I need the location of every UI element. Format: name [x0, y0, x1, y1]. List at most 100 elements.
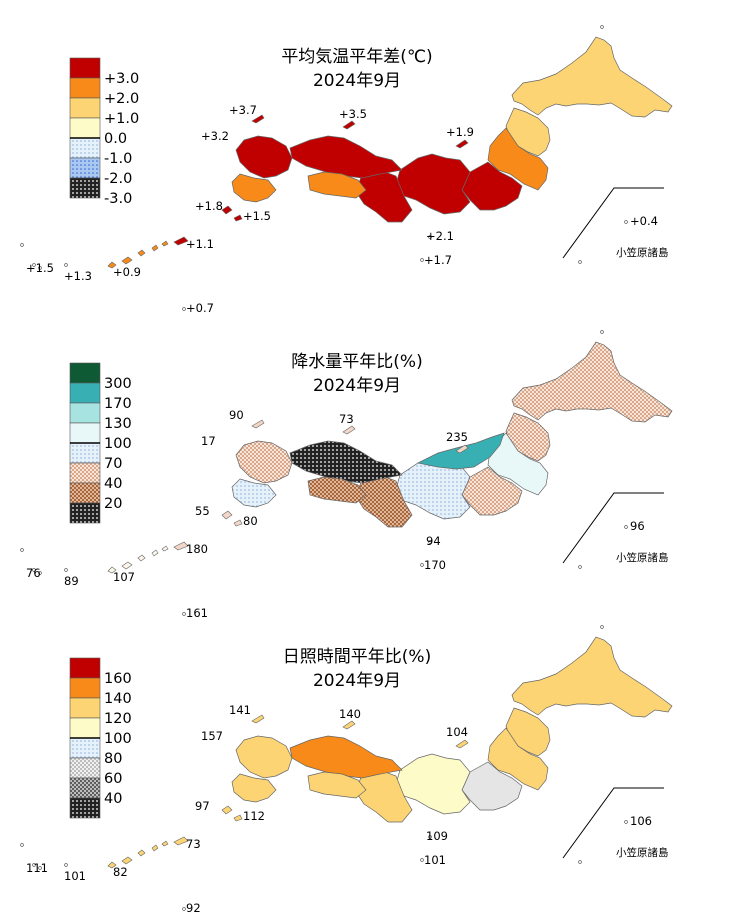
- small-island-dot: [600, 625, 604, 629]
- legend-swatch: [69, 442, 101, 464]
- legend-swatch: [69, 482, 101, 504]
- temperature-panel: 平均気温平年差(℃) 2024年9月 +3.0 +2.0 +1.0 0.0 -1.0 -2.0…: [20, 25, 673, 315]
- legend-label: 170: [104, 396, 132, 412]
- station-value: 101: [424, 853, 446, 867]
- station-value: 111: [26, 861, 48, 875]
- region-chugoku: [289, 735, 403, 779]
- station-value: +1.8: [195, 199, 223, 213]
- panel-title: 降水量平年比(%): [291, 352, 422, 372]
- legend-swatch: [69, 117, 101, 139]
- ogasawara-inset: 小笠原諸島: [562, 187, 669, 259]
- small-island-dot: [64, 568, 68, 572]
- station-value: 141: [229, 703, 251, 717]
- station-value: 109: [426, 829, 448, 843]
- legend-label: 70: [104, 456, 122, 472]
- small-island-dot: [578, 565, 582, 569]
- small-island-dot: [600, 25, 604, 29]
- station-value: +0.9: [113, 265, 141, 279]
- station-value: 73: [339, 412, 354, 426]
- station-value: +3.7: [229, 103, 257, 117]
- station-value: +1.9: [446, 125, 474, 139]
- legend-swatch: [69, 97, 101, 119]
- station-value: 101: [64, 869, 86, 883]
- legend-swatch: [69, 717, 101, 739]
- legend-swatch: [69, 137, 101, 159]
- island-label: 小笠原諸島: [616, 551, 669, 564]
- small-island-dot: [420, 258, 424, 262]
- small-island-dot: [64, 263, 68, 267]
- minor-island: [455, 444, 469, 454]
- small-island-dot: [428, 835, 432, 839]
- station-value: 90: [229, 408, 244, 422]
- legend-swatch: [69, 697, 101, 719]
- legend: 300 170 130 100 70 40 20: [69, 362, 132, 524]
- legend-swatch: [69, 177, 101, 199]
- minor-island: [342, 425, 356, 435]
- small-island-dot: [420, 563, 424, 567]
- station-values: 141 140 157 104 97 112 73 111 101 82 92 109 101 106: [26, 703, 652, 915]
- minor-island: [221, 805, 233, 815]
- region-hokkaido: [511, 341, 673, 423]
- legend-swatch: [69, 57, 101, 79]
- small-island-dot: [428, 540, 432, 544]
- small-island-dot: [182, 907, 186, 911]
- minor-island: [221, 510, 233, 520]
- small-island-dot: [32, 568, 36, 572]
- legend-label: 100: [104, 436, 132, 452]
- station-value: +2.1: [426, 229, 454, 243]
- legend: 160 140 120 100 80 60 40: [69, 657, 132, 819]
- minor-island: [173, 236, 189, 246]
- minor-island: [233, 519, 243, 527]
- station-value: 92: [186, 901, 201, 915]
- legend: +3.0 +2.0 +1.0 0.0 -1.0 -2.0 -3.0: [69, 57, 139, 207]
- legend-swatch: [69, 157, 101, 179]
- station-value: 106: [630, 814, 652, 828]
- legend-label: -2.0: [104, 171, 132, 187]
- okinawa-islands: [107, 545, 169, 574]
- region-kyushu: [235, 135, 293, 179]
- small-island-dot: [624, 220, 628, 224]
- minor-island: [342, 720, 356, 730]
- okinawa-islands: [107, 240, 169, 269]
- region-kyushu: [235, 735, 293, 779]
- legend-swatch: [69, 462, 101, 484]
- station-value: 55: [195, 504, 210, 518]
- panel-title: 日照時間平年比(%): [283, 647, 431, 667]
- legend-label: 0.0: [104, 131, 127, 147]
- region-chugoku: [289, 135, 403, 179]
- legend-swatch: [69, 77, 101, 99]
- station-values: +3.7 +3.5 +3.2 +1.9 +1.8 +1.5 +1.1 +1.5 +1.3 +0.9…: [26, 103, 658, 315]
- station-value: 107: [113, 570, 135, 584]
- island-label: 小笠原諸島: [616, 246, 669, 259]
- region-kyushu-south: [231, 173, 277, 203]
- legend-label: -1.0: [104, 151, 132, 167]
- legend-swatch: [69, 777, 101, 799]
- minor-island: [251, 114, 265, 124]
- legend-swatch: [69, 677, 101, 699]
- legend-label: 300: [104, 376, 132, 392]
- panel-title: 平均気温平年差(℃): [281, 47, 432, 67]
- station-value: +1.5: [243, 209, 271, 223]
- small-island-dot: [578, 860, 582, 864]
- island-label: 小笠原諸島: [616, 846, 669, 859]
- small-island-dot: [38, 571, 42, 575]
- minor-island: [251, 714, 265, 724]
- station-value: 161: [186, 606, 208, 620]
- region-kyushu-south: [231, 773, 277, 803]
- legend-swatch: [69, 502, 101, 524]
- legend-swatch: [69, 362, 101, 384]
- okinawa-islands: [107, 840, 169, 869]
- station-value: 170: [424, 558, 446, 572]
- station-value: 235: [446, 430, 468, 444]
- legend-swatch: [69, 737, 101, 759]
- small-island-dot: [20, 243, 24, 247]
- region-kinki: [355, 169, 413, 223]
- station-value: 97: [195, 799, 210, 813]
- minor-island: [221, 205, 233, 215]
- legend-label: +3.0: [104, 71, 139, 87]
- legend-label: 140: [104, 691, 132, 707]
- region-kinki: [355, 769, 413, 823]
- region-tohoku-mid: [487, 727, 549, 791]
- station-value: 180: [186, 542, 208, 556]
- minor-island: [233, 214, 243, 222]
